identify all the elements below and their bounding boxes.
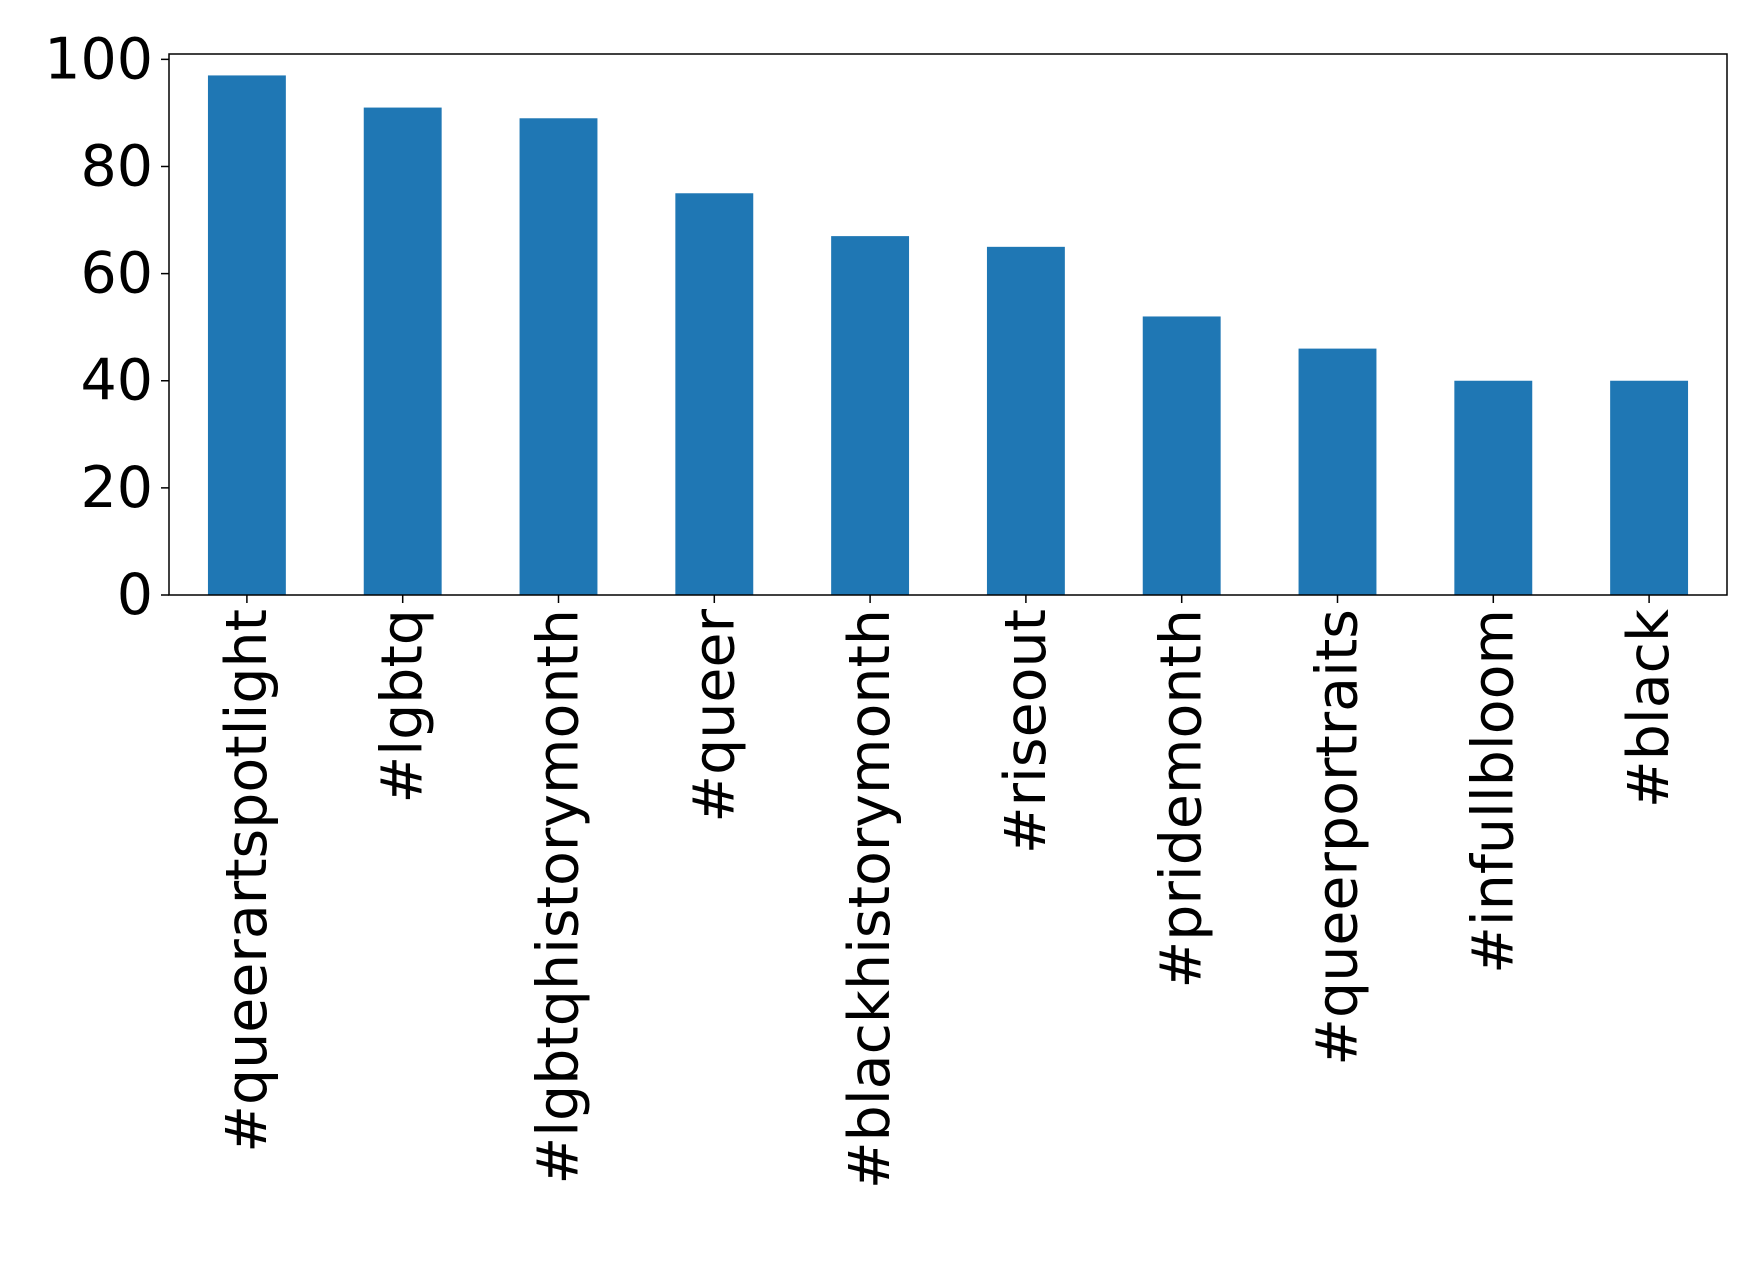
y-tick-label: 20 bbox=[80, 455, 153, 521]
bars-group bbox=[207, 75, 1689, 596]
bar-blackhistorymonth bbox=[831, 236, 910, 595]
x-tick-label: #black bbox=[1616, 609, 1682, 808]
bar-queer bbox=[675, 193, 754, 595]
y-tick-label: 0 bbox=[117, 562, 153, 628]
y-tick-label: 60 bbox=[80, 241, 153, 307]
y-tick-label: 80 bbox=[80, 133, 153, 199]
bar-pridemonth bbox=[1142, 316, 1221, 595]
x-axis: #queerartspotlight #lgbtq #lgbtqhistorymon… bbox=[214, 595, 1682, 1189]
x-tick-label: #blackhistorymonth bbox=[837, 609, 903, 1189]
bar-queerartspotlight bbox=[207, 75, 286, 596]
y-tick-label: 100 bbox=[44, 26, 153, 92]
bar-black bbox=[1610, 380, 1689, 595]
x-tick-label: #riseout bbox=[993, 609, 1059, 854]
plot-frame bbox=[168, 53, 1728, 596]
x-tick-label: #pridemonth bbox=[1149, 609, 1215, 988]
bar-lgbtq bbox=[363, 107, 442, 595]
x-tick-label: #infullbloom bbox=[1460, 609, 1526, 974]
y-tick-label: 40 bbox=[80, 348, 153, 414]
bar-queerportraits bbox=[1298, 348, 1377, 595]
x-tick-label: #lgbtqhistorymonth bbox=[526, 609, 592, 1185]
x-tick-label: #queer bbox=[681, 608, 747, 822]
bar-infullbloom bbox=[1454, 380, 1533, 595]
bar-lgbtqhistorymonth bbox=[519, 118, 598, 596]
x-tick-label: #queerportraits bbox=[1305, 609, 1371, 1066]
x-tick-label: #lgbtq bbox=[370, 609, 436, 804]
y-axis: 0 20 40 60 80 100 bbox=[44, 26, 169, 628]
bar-riseout bbox=[986, 246, 1065, 596]
x-tick-label: #queerartspotlight bbox=[214, 609, 280, 1153]
